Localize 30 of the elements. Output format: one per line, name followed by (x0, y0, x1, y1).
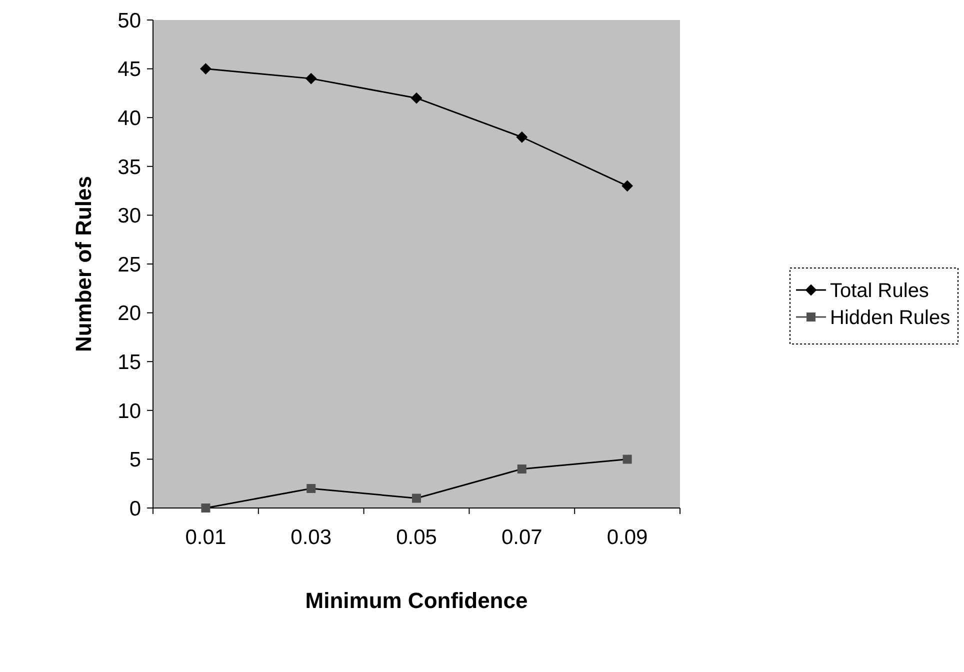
legend-label: Hidden Rules (830, 307, 950, 329)
y-tick-label: 0 (129, 497, 141, 520)
point (306, 484, 316, 493)
point (412, 494, 421, 503)
y-tick-label: 25 (118, 253, 141, 276)
y-tick-label: 35 (118, 156, 141, 179)
y-tick-label: 5 (129, 448, 141, 472)
y-tick-label: 50 (118, 9, 141, 32)
y-axis-title: Number of Rules (71, 176, 96, 352)
point (622, 180, 633, 192)
point (200, 63, 212, 74)
point (306, 73, 317, 84)
x-tick-label: 0.09 (606, 526, 648, 549)
point (201, 504, 210, 512)
x-axis-title: Minimum Confidence (305, 588, 528, 613)
y-tick-label: 15 (118, 350, 141, 374)
point (516, 132, 528, 143)
y-tick-label: 40 (118, 106, 141, 130)
y-tick-label: 20 (118, 302, 141, 326)
y-tick-label: 10 (118, 400, 141, 423)
point (411, 92, 422, 104)
point (622, 454, 632, 464)
y-tick-label: 45 (118, 58, 141, 82)
x-tick-label: 0.01 (185, 526, 226, 549)
y-tick-label: 30 (118, 204, 141, 228)
legend-label: Total Rules (830, 280, 929, 302)
x-tick-label: 0.05 (396, 526, 437, 549)
x-tick-label: 0.07 (501, 526, 542, 549)
x-tick-label: 0.03 (290, 526, 332, 549)
point (517, 464, 526, 474)
